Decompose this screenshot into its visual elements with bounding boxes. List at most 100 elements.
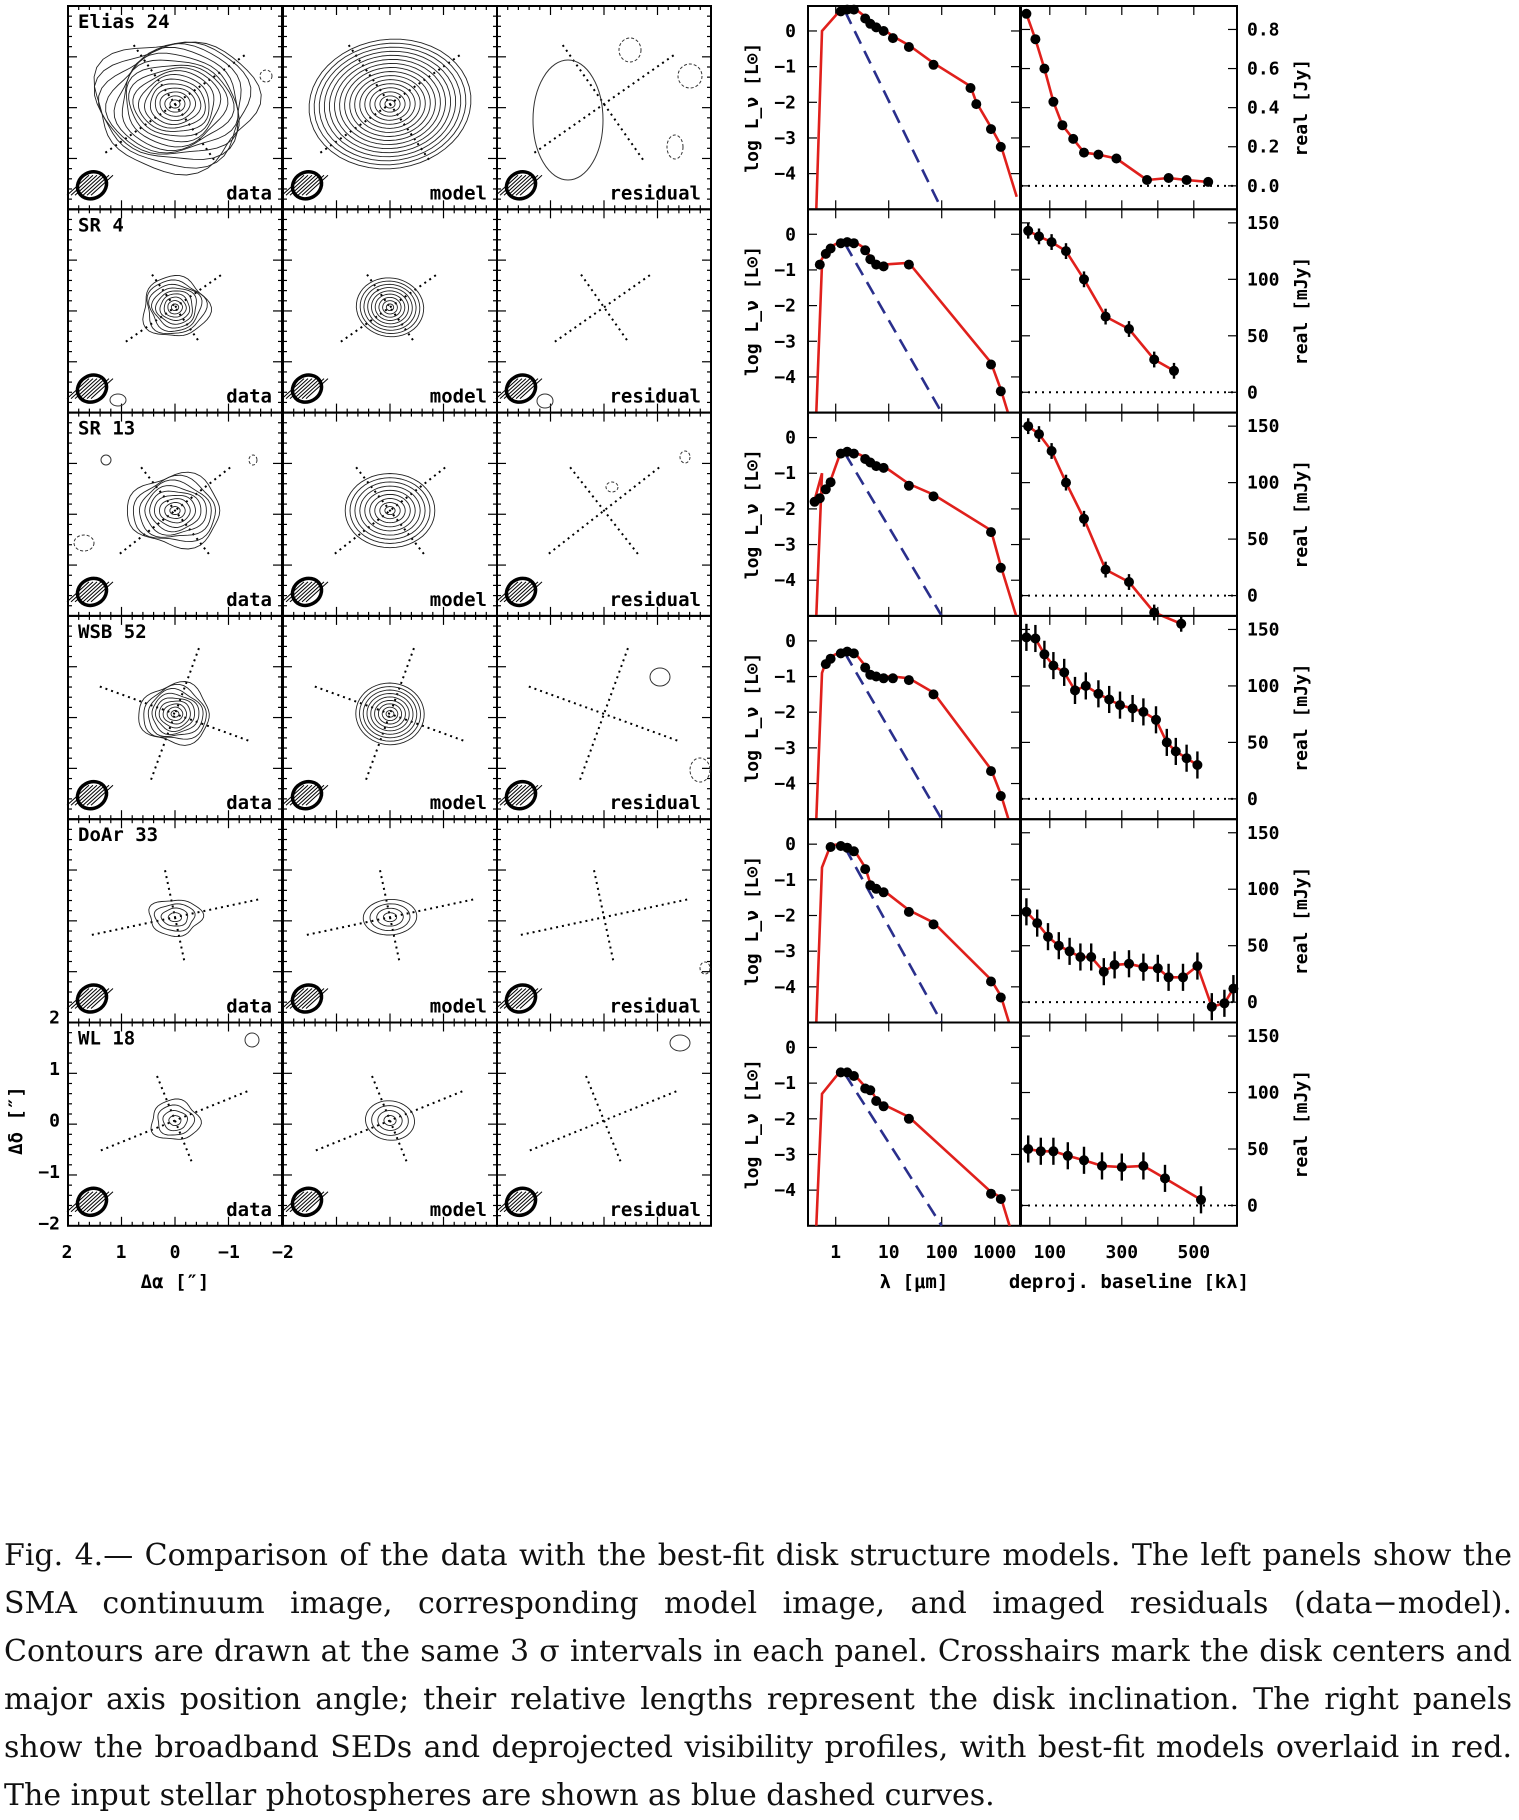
visibility-panel-wsb52: 0 50 100 150 real [mJy] [1020,614,1312,821]
panel-frame [282,818,498,1024]
vis-data-point [1100,311,1111,322]
contour [169,99,181,109]
vis-y-axis-label: real [mJy] [1291,867,1312,975]
photosphere-curve [843,243,943,414]
panel-frame [807,411,1021,617]
crosshair-minor-axis [156,1075,194,1166]
contour [151,287,197,329]
photosphere-curve [843,10,943,210]
vis-y-tick-label: 0 [1247,789,1258,810]
data-panel-doar33: data [66,818,283,1024]
synthesized-beam [281,779,329,811]
sed-model-curve [815,1069,1011,1226]
vis-data-point [1124,324,1134,334]
figure-caption: Fig. 4.— Comparison of the data with the… [4,1532,1512,1820]
sed-data-point [848,238,859,249]
beam-hatch [297,378,321,399]
vis-data-point [1057,120,1068,131]
panel-label-data: data [226,1199,272,1221]
crosshair-minor-axis [164,870,186,965]
vis-data-point [1192,760,1203,770]
synthesized-beam [495,170,543,201]
crosshair-minor-axis [585,1075,623,1166]
sed-y-tick-label: −1 [774,1073,796,1094]
sed-y-tick-label: −4 [774,570,796,591]
vis-model-curve [1027,1147,1202,1201]
beam-hatch [86,378,110,399]
sed-y-axis-label: log L_ν [L⊙] [742,246,763,376]
contour [132,474,216,543]
panel-label-model: model [430,182,487,204]
beam-hatch [301,378,325,399]
vis-y-axis-label: real [mJy] [1291,257,1312,365]
contour [168,1115,182,1127]
vis-data-point [1034,429,1044,440]
beam-hatch [90,784,114,806]
sed-x-axis-label: λ [μm] [880,1271,949,1293]
sed-data-point [986,527,996,538]
beam-hatch [293,174,317,196]
sed-y-tick-label: 0 [785,224,796,245]
vis-data-point [1152,963,1163,974]
beam-hatch [82,784,106,806]
residual-contour [649,667,671,687]
sed-data-point [878,462,889,473]
beam-hatch [495,988,519,1009]
contour [128,67,222,143]
contour [164,95,186,113]
panel-label-residual: residual [609,589,701,611]
contour [93,41,262,176]
beam-hatch [301,784,325,806]
beam-hatch [511,378,535,399]
vis-data-point [1115,700,1125,711]
beam-hatch [66,1191,90,1213]
beam-ellipse [504,1186,538,1218]
image-x-tick-label: 0 [170,1242,181,1263]
contour [155,290,193,325]
vis-y-tick-label: 50 [1247,326,1269,347]
beam-hatch [66,581,90,603]
beam-hatch [499,988,523,1009]
contour [93,41,252,169]
beam-hatch [74,988,98,1009]
sed-y-tick-label: −3 [774,128,796,149]
sed-data-point [825,842,836,852]
beam-hatch [90,1191,114,1213]
visibility-panel-wl18: 0 50 100 150 real [mJy] [1020,1021,1312,1227]
panel-frame [807,5,1021,211]
contour [362,898,418,936]
contour [364,489,416,532]
sed-data-point [887,673,898,684]
target-name: SR 4 [78,214,124,236]
synthesized-beam [281,576,329,608]
row-wl18: data model residual WL 18 0 −1 −2 −3 −4 log L_ν [… [66,1021,1312,1227]
beam-hatch [519,378,543,399]
vis-y-tick-label: 100 [1247,473,1280,494]
residual-contour [605,481,619,493]
panel-frame [496,208,712,414]
panel-label-model: model [430,1199,487,1221]
contour [377,1110,403,1131]
beam-hatch [499,1191,523,1213]
contour [167,912,182,923]
sed-data-point [848,846,859,857]
contour [370,696,410,732]
residual-panel-doar33: residual [495,818,712,1024]
sed-panel-elias24: 0 −1 −2 −3 −4 log L_ν [L⊙] [742,4,1021,211]
contour [154,697,196,733]
vis-data-point [1023,225,1034,236]
vis-data-point [1075,952,1086,962]
vis-x-tick-label: 500 [1178,1242,1211,1263]
sed-data-point [995,562,1006,573]
contour-blob [73,534,95,552]
synthesized-beam [495,1186,543,1218]
contour [383,1115,397,1126]
beam-hatch [297,174,321,196]
vis-data-point [1021,8,1032,19]
beam-hatch [495,1191,519,1213]
contour [363,283,417,331]
beam-hatch [519,784,543,806]
contour [148,283,203,332]
vis-y-tick-label: 50 [1247,529,1269,550]
contour [170,303,180,312]
